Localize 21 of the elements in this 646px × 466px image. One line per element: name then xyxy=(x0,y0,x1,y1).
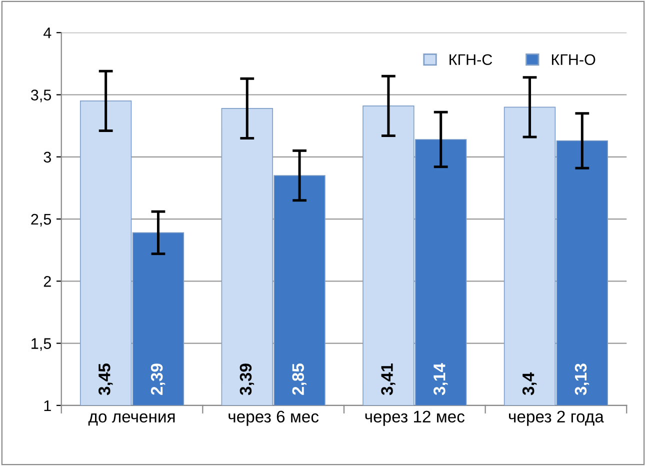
data-label: 2,85 xyxy=(292,364,306,395)
y-tick-label: 3,5 xyxy=(30,90,52,102)
x-tick-label: через 12 мес xyxy=(365,410,465,426)
data-label: 3,13 xyxy=(574,364,590,396)
x-tick-label: через 2 года xyxy=(509,410,604,426)
data-label: 3,41 xyxy=(381,364,396,396)
data-label: 3,14 xyxy=(434,363,448,396)
y-tick-label: 2,5 xyxy=(31,214,52,227)
x-tick-label: через 6 мес xyxy=(228,410,319,426)
data-label: 3,4 xyxy=(522,372,537,396)
y-tick-label: 1 xyxy=(44,400,51,411)
y-tick-label: 3 xyxy=(44,152,51,163)
y-tick-label: 2 xyxy=(44,276,51,287)
x-tick-label: до лечения xyxy=(88,413,175,426)
y-tick-label: 4 xyxy=(44,28,52,38)
y-tick-label: 1,5 xyxy=(32,338,52,351)
legend-label: КГН-С xyxy=(450,54,492,66)
legend-label: КГН-О xyxy=(552,54,596,66)
data-label: 3,45 xyxy=(98,364,113,396)
data-label: 3,39 xyxy=(240,364,254,396)
data-label: 2,39 xyxy=(150,364,166,395)
